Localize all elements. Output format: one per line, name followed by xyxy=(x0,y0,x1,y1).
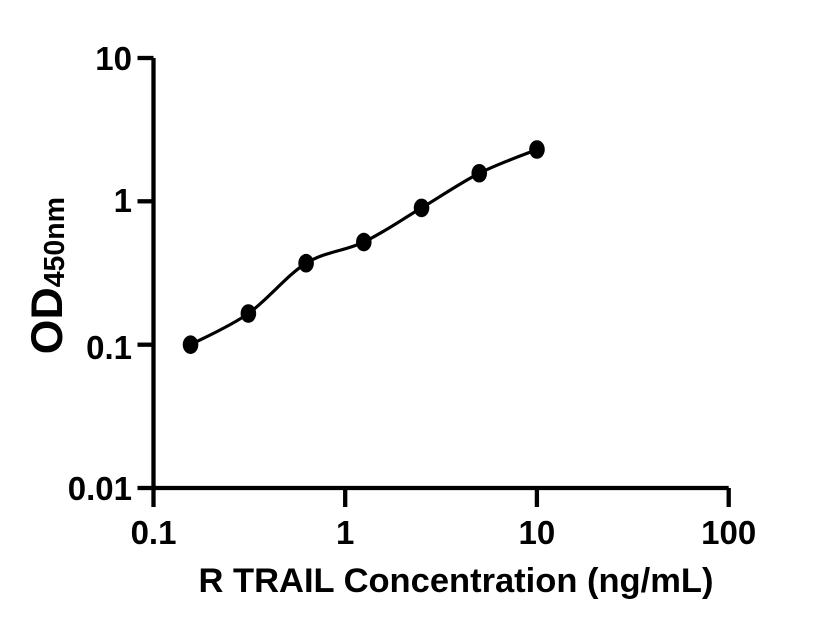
svg-text:0.1: 0.1 xyxy=(86,329,132,366)
svg-text:0.1: 0.1 xyxy=(131,514,177,551)
svg-text:OD450nm: OD450nm xyxy=(23,197,72,354)
svg-text:10: 10 xyxy=(519,514,556,551)
svg-text:1: 1 xyxy=(336,514,354,551)
svg-text:1: 1 xyxy=(114,182,132,219)
svg-text:0.01: 0.01 xyxy=(68,470,132,507)
svg-text:10: 10 xyxy=(95,40,132,77)
svg-text:R TRAIL Concentration (ng/mL): R TRAIL Concentration (ng/mL) xyxy=(199,562,714,600)
svg-text:100: 100 xyxy=(701,514,756,551)
